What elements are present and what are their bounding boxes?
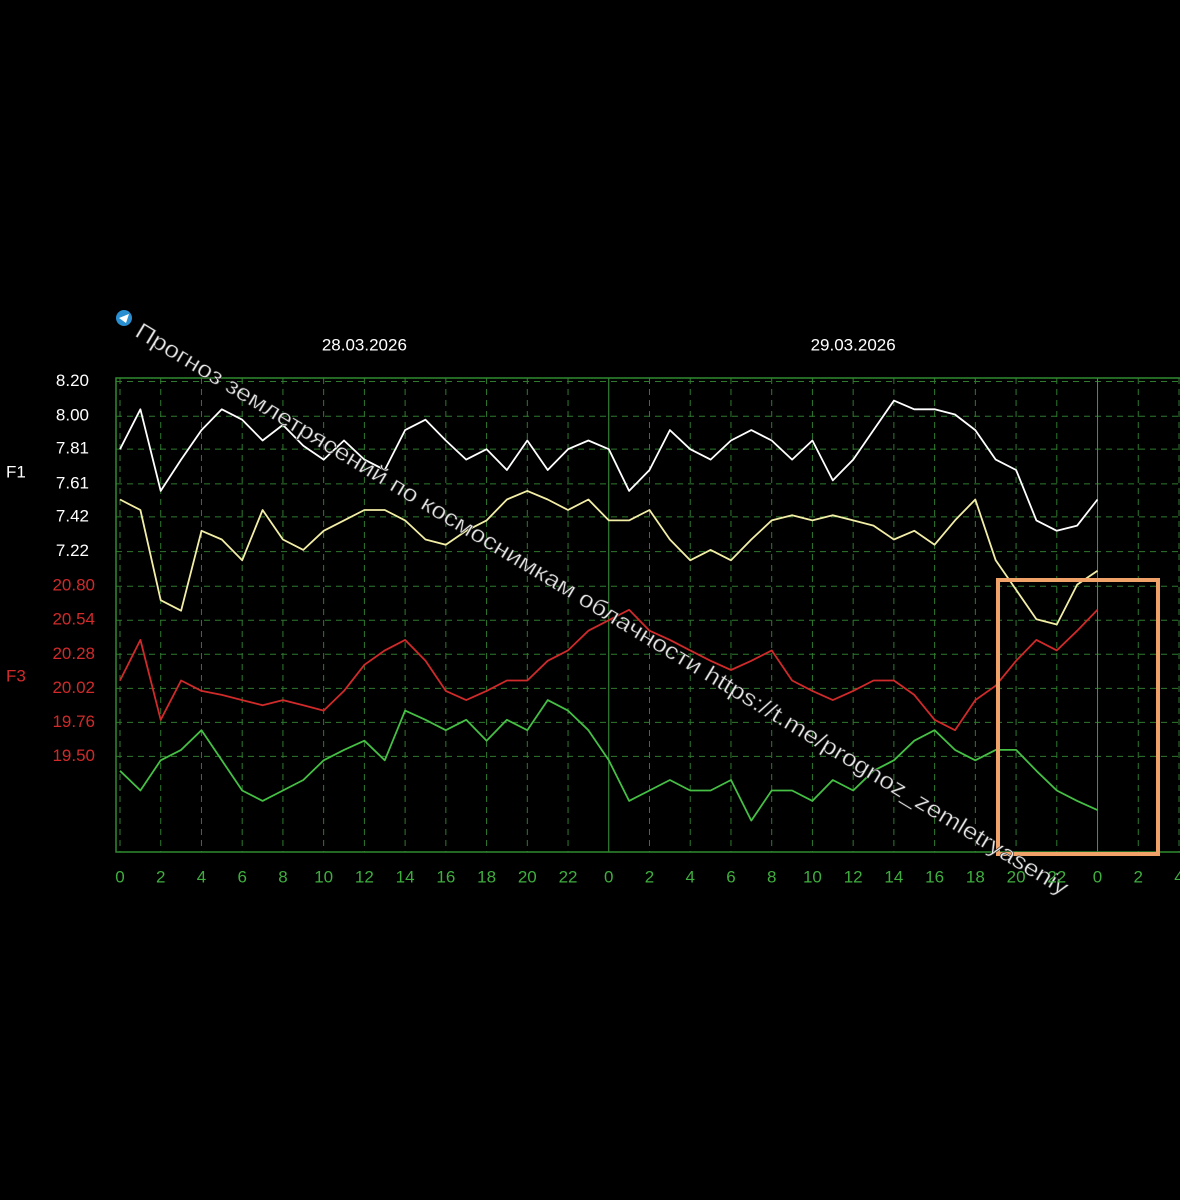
x-tick-label: 4	[197, 867, 206, 886]
x-tick-label: 22	[1047, 867, 1066, 886]
date-label: 29.03.2026	[811, 335, 896, 354]
x-tick-label: 20	[1007, 867, 1026, 886]
y-tick-label: 7.61	[56, 473, 89, 492]
x-tick-label: 0	[115, 867, 124, 886]
x-tick-label: 18	[477, 867, 496, 886]
x-tick-label: 0	[604, 867, 613, 886]
x-tick-label: 16	[925, 867, 944, 886]
y-tick-label: 7.81	[56, 439, 89, 458]
x-tick-label: 16	[436, 867, 455, 886]
x-tick-label: 20	[518, 867, 537, 886]
x-tick-label: 10	[803, 867, 822, 886]
x-tick-label: 2	[1134, 867, 1143, 886]
x-tick-label: 6	[726, 867, 735, 886]
x-tick-label: 10	[314, 867, 333, 886]
series-line	[119, 608, 1099, 732]
y2-tick-label: 20.02	[52, 678, 95, 697]
x-tick-label: 22	[559, 867, 578, 886]
y2-tick-label: 19.76	[52, 712, 95, 731]
x-tick-label: 4	[685, 867, 694, 886]
x-tick-label: 14	[884, 867, 903, 886]
series-line	[119, 699, 1098, 822]
x-tick-label: 0	[1093, 867, 1102, 886]
x-tick-label: 2	[156, 867, 165, 886]
x-tick-label: 8	[278, 867, 287, 886]
x-tick-label: 2	[645, 867, 654, 886]
y-tick-label: 7.22	[56, 541, 89, 560]
y2-tick-label: 20.80	[52, 576, 95, 595]
y2-tick-label: 20.54	[52, 610, 95, 629]
y2-tick-label: 19.50	[52, 746, 95, 765]
x-tick-label: 12	[844, 867, 863, 886]
grid	[116, 378, 1180, 852]
x-tick-label: 18	[966, 867, 985, 886]
x-tick-label: 8	[767, 867, 776, 886]
y-tick-label: 8.20	[56, 371, 89, 390]
x-tick-label: 6	[237, 867, 246, 886]
y2-axis-label: F3	[6, 666, 26, 685]
x-tick-label: 4	[1174, 867, 1180, 886]
date-label: 28.03.2026	[322, 335, 407, 354]
x-tick-label: 14	[396, 867, 415, 886]
series-line	[119, 490, 1099, 626]
y-tick-label: 8.00	[56, 406, 89, 425]
y2-tick-label: 20.28	[52, 644, 95, 663]
telegram-icon-plane	[119, 314, 129, 323]
lines	[119, 399, 1099, 822]
y-tick-label: 7.42	[56, 506, 89, 525]
series-line	[119, 399, 1099, 532]
plot-border	[115, 377, 1180, 853]
y-axis-label: F1	[6, 462, 26, 481]
highlight-box	[996, 578, 1160, 856]
x-tick-label: 12	[355, 867, 374, 886]
